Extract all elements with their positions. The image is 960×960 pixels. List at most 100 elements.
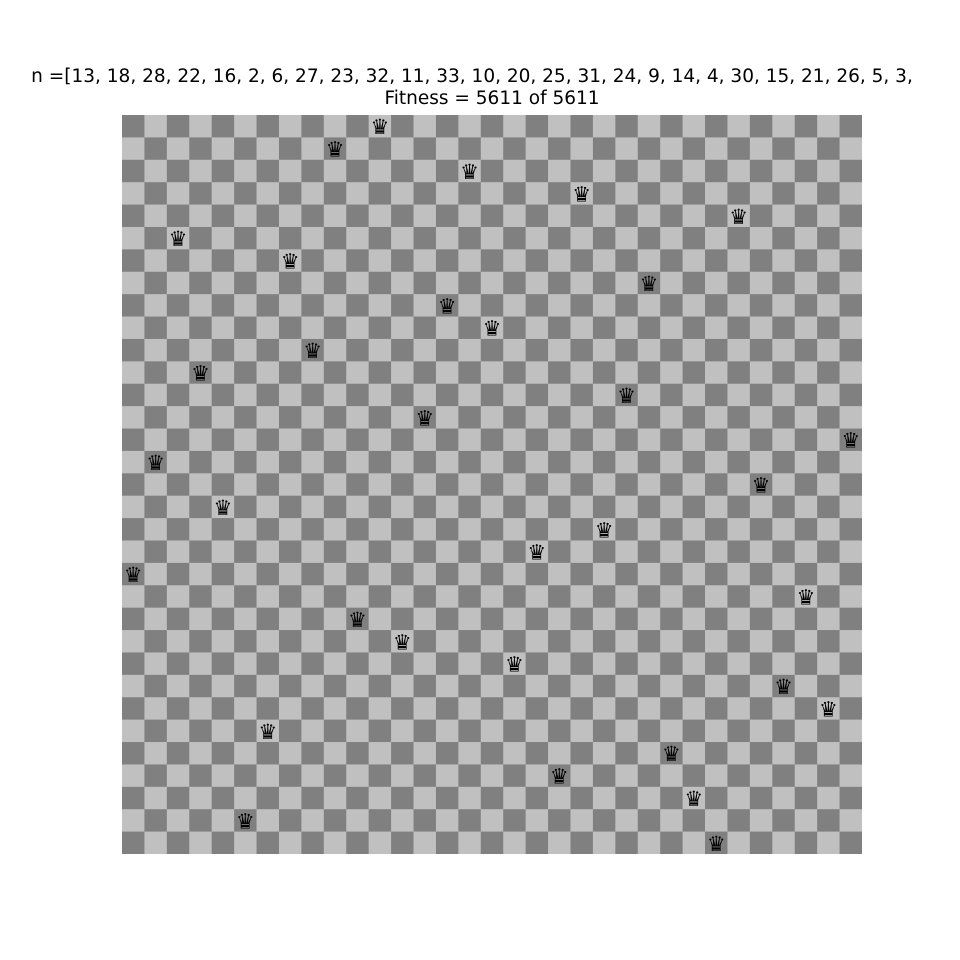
board-square	[660, 249, 684, 273]
board-square	[144, 540, 168, 564]
board-square	[817, 562, 840, 586]
board-square	[570, 697, 594, 721]
board-square	[368, 607, 392, 631]
board-square	[615, 764, 639, 788]
board-square	[794, 450, 818, 474]
board-square	[234, 115, 257, 138]
board-square	[772, 249, 796, 273]
board-square	[278, 697, 302, 721]
board-square	[189, 831, 213, 854]
board-square	[705, 316, 728, 340]
board-square	[458, 294, 482, 317]
board-square	[301, 226, 325, 250]
board-square	[413, 271, 437, 295]
board-square	[189, 809, 213, 833]
board-square	[839, 540, 862, 564]
board-square	[458, 719, 482, 743]
board-square	[323, 316, 347, 340]
board-square	[122, 383, 145, 407]
board-square	[772, 226, 796, 250]
board-square	[480, 742, 504, 765]
board-square	[435, 450, 459, 474]
board-square	[592, 338, 616, 362]
board-square	[705, 831, 728, 854]
board-square	[458, 697, 482, 721]
board-square	[122, 115, 145, 138]
board-square	[211, 182, 235, 205]
board-square	[391, 674, 414, 698]
board-square	[637, 294, 661, 317]
board-square	[346, 361, 370, 385]
board-square	[256, 697, 280, 721]
board-square	[660, 674, 684, 698]
board-square	[189, 361, 213, 385]
board-square	[301, 562, 325, 586]
board-square	[189, 294, 213, 317]
board-square	[256, 674, 280, 698]
board-square	[256, 831, 280, 854]
board-square	[391, 831, 414, 854]
board-square	[144, 249, 168, 273]
board-square	[772, 495, 796, 519]
board-square	[144, 742, 168, 765]
board-square	[794, 249, 818, 273]
board-square	[301, 338, 325, 362]
board-square	[682, 585, 706, 609]
title-permutation: n =[13, 18, 28, 22, 16, 2, 6, 27, 23, 32…	[31, 66, 913, 87]
board-square	[122, 428, 145, 452]
board-square	[323, 742, 347, 765]
board-square	[323, 406, 347, 429]
board-square	[323, 226, 347, 250]
board-square	[772, 809, 796, 833]
board-square	[301, 428, 325, 452]
board-square	[660, 697, 684, 721]
board-square	[548, 204, 571, 228]
board-square	[189, 137, 213, 161]
board-square	[122, 630, 145, 653]
board-square	[727, 226, 751, 250]
board-square	[794, 137, 818, 161]
board-square	[772, 115, 796, 138]
board-square	[278, 406, 302, 429]
board-square	[525, 182, 549, 205]
board-square	[435, 674, 459, 698]
board-square	[480, 316, 504, 340]
board-square	[166, 294, 190, 317]
board-square	[592, 630, 616, 653]
board-square	[256, 137, 280, 161]
board-square	[592, 271, 616, 295]
board-square	[234, 786, 257, 810]
board-square	[615, 249, 639, 273]
board-square	[727, 204, 751, 228]
board-square	[323, 719, 347, 743]
board-square	[839, 204, 862, 228]
board-square	[144, 182, 168, 205]
board-square	[637, 159, 661, 183]
board-square	[660, 450, 684, 474]
board-square	[301, 249, 325, 273]
board-square	[122, 271, 145, 295]
board-square	[592, 495, 616, 519]
board-square	[817, 294, 840, 317]
board-square	[592, 115, 616, 138]
board-square	[391, 764, 414, 788]
board-square	[570, 473, 594, 497]
board-square	[749, 831, 773, 854]
board-square	[166, 697, 190, 721]
board-square	[278, 607, 302, 631]
board-square	[503, 473, 527, 497]
board-square	[839, 338, 862, 362]
board-square	[458, 831, 482, 854]
board-square	[548, 630, 571, 653]
board-square	[772, 338, 796, 362]
board-square	[794, 204, 818, 228]
board-square	[839, 226, 862, 250]
board-square	[346, 495, 370, 519]
board-square	[144, 338, 168, 362]
board-square	[637, 182, 661, 205]
board-square	[503, 540, 527, 564]
board-square	[122, 607, 145, 631]
board-square	[637, 361, 661, 385]
board-square	[458, 585, 482, 609]
board-square	[682, 495, 706, 519]
